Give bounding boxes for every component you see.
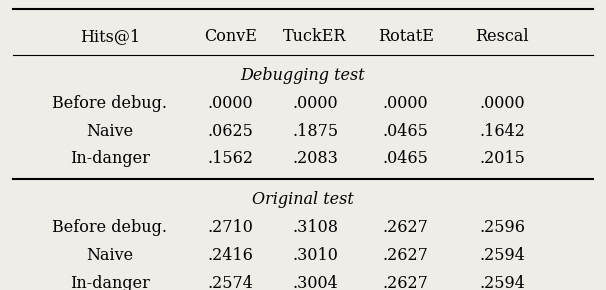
Text: Rescal: Rescal <box>475 28 529 46</box>
Text: .1875: .1875 <box>292 122 338 139</box>
Text: .2596: .2596 <box>479 219 525 236</box>
Text: .3004: .3004 <box>292 275 338 290</box>
Text: Debugging test: Debugging test <box>241 67 365 84</box>
Text: .2083: .2083 <box>292 151 338 167</box>
Text: In-danger: In-danger <box>70 151 150 167</box>
Text: Before debug.: Before debug. <box>53 95 167 112</box>
Text: .2594: .2594 <box>479 275 525 290</box>
Text: .0000: .0000 <box>208 95 253 112</box>
Text: RotatE: RotatE <box>378 28 433 46</box>
Text: .2627: .2627 <box>382 247 428 264</box>
Text: .3108: .3108 <box>292 219 338 236</box>
Text: .3010: .3010 <box>292 247 338 264</box>
Text: .0000: .0000 <box>292 95 338 112</box>
Text: .2627: .2627 <box>382 219 428 236</box>
Text: .0000: .0000 <box>479 95 525 112</box>
Text: .2627: .2627 <box>382 275 428 290</box>
Text: .2015: .2015 <box>479 151 525 167</box>
Text: ConvE: ConvE <box>204 28 257 46</box>
Text: .1562: .1562 <box>208 151 254 167</box>
Text: In-danger: In-danger <box>70 275 150 290</box>
Text: .0000: .0000 <box>383 95 428 112</box>
Text: .2574: .2574 <box>208 275 253 290</box>
Text: .2416: .2416 <box>208 247 253 264</box>
Text: Naive: Naive <box>87 247 133 264</box>
Text: .0465: .0465 <box>382 151 428 167</box>
Text: Original test: Original test <box>252 191 354 208</box>
Text: .2710: .2710 <box>208 219 253 236</box>
Text: Hits@1: Hits@1 <box>80 28 140 46</box>
Text: Naive: Naive <box>87 122 133 139</box>
Text: Before debug.: Before debug. <box>53 219 167 236</box>
Text: .1642: .1642 <box>479 122 525 139</box>
Text: .0465: .0465 <box>382 122 428 139</box>
Text: .0625: .0625 <box>208 122 253 139</box>
Text: .2594: .2594 <box>479 247 525 264</box>
Text: TuckER: TuckER <box>284 28 347 46</box>
